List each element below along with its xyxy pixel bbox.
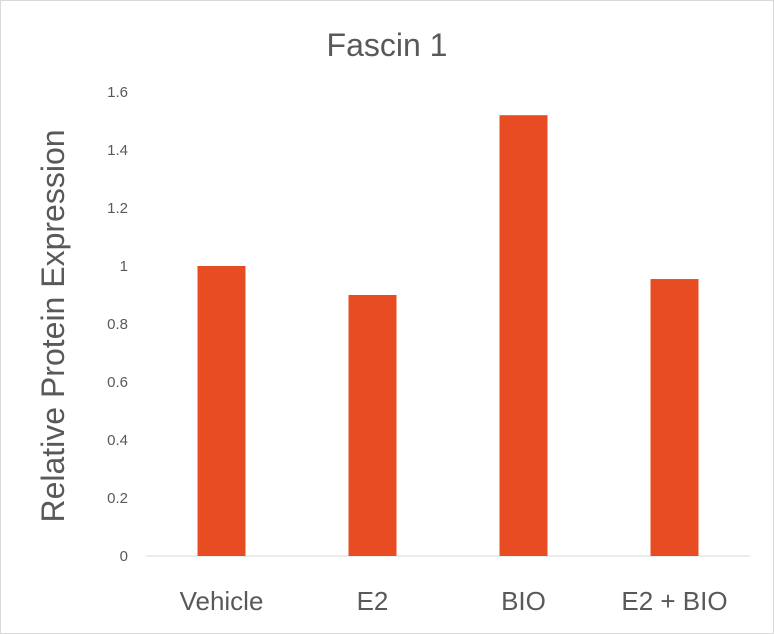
- y-tick-label: 1.2: [107, 200, 128, 217]
- bar-e2: [348, 295, 397, 556]
- y-tick-label: 0.2: [107, 490, 128, 507]
- y-axis-label: Relative Protein Expression: [35, 129, 71, 522]
- chart-title: Fascin 1: [327, 27, 448, 63]
- bar-bio: [499, 115, 548, 556]
- x-tick-label: BIO: [501, 586, 546, 616]
- y-tick-label: 1: [120, 258, 128, 275]
- x-tick-label: E2: [357, 586, 389, 616]
- x-tick-labels: Vehicle E2 BIO E2 + BIO: [180, 586, 728, 616]
- bar-e2-bio: [650, 279, 699, 556]
- y-tick-label: 0.8: [107, 316, 128, 333]
- y-tick-labels: 0 0.2 0.4 0.6 0.8 1 1.2 1.4 1.6: [107, 84, 128, 565]
- x-tick-label: E2 + BIO: [621, 586, 727, 616]
- y-tick-label: 0: [120, 548, 128, 565]
- y-tick-label: 0.6: [107, 374, 128, 391]
- x-tick-label: Vehicle: [180, 586, 264, 616]
- y-tick-label: 0.4: [107, 432, 128, 449]
- bars: [197, 115, 699, 556]
- bar-vehicle: [197, 266, 246, 556]
- y-tick-label: 1.6: [107, 84, 128, 101]
- y-tick-label: 1.4: [107, 142, 128, 159]
